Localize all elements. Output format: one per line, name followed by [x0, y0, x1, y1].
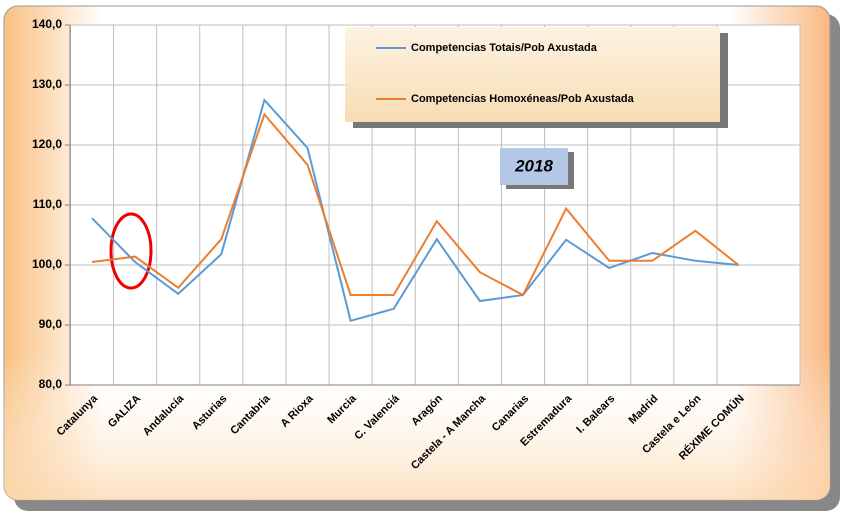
y-tick-label: 140,0: [32, 17, 62, 31]
annotation-box: [500, 148, 568, 185]
highlight-ellipse: [109, 212, 153, 290]
legend-label: Competencias Homoxéneas/Pob Axustada: [411, 93, 635, 105]
y-tick-label: 90,0: [39, 317, 63, 331]
y-tick-label: 110,0: [33, 197, 63, 211]
y-tick-label: 130,0: [32, 77, 62, 91]
y-tick-label: 120,0: [32, 137, 62, 151]
legend-label: Competencias Totais/Pob Axustada: [411, 42, 598, 54]
series-line: [91, 112, 740, 297]
y-tick-label: 100,0: [32, 257, 62, 271]
y-tick-label: 80,0: [39, 377, 63, 391]
legend: [345, 27, 720, 122]
annotation: 2018: [514, 156, 553, 175]
